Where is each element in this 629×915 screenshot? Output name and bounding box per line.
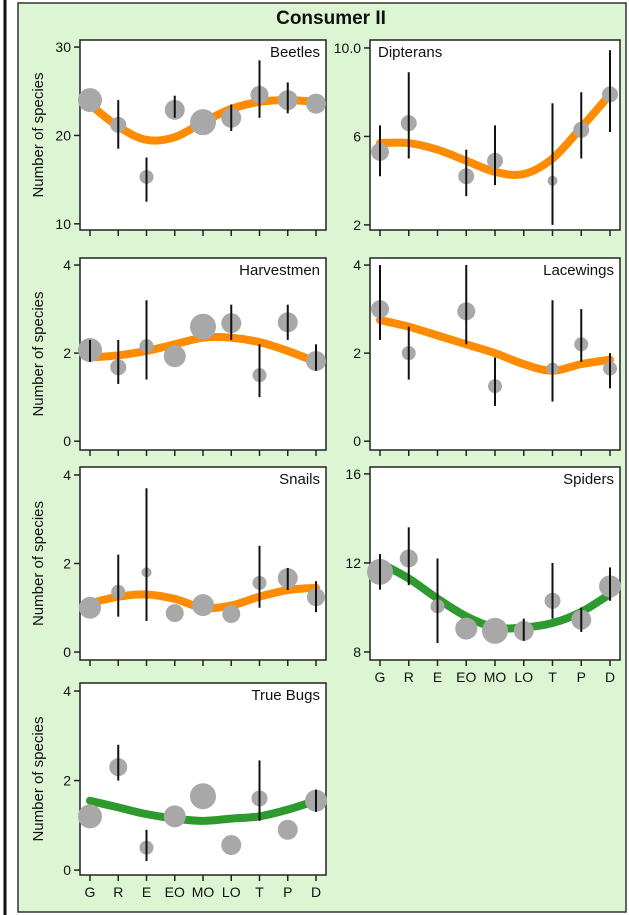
x-tick-label: E [433, 669, 442, 685]
plot-area [79, 682, 327, 876]
x-tick-label: EO [165, 884, 185, 900]
point [190, 313, 216, 340]
point [192, 594, 214, 617]
y-tick-label: 4 [353, 257, 361, 273]
point [78, 804, 102, 829]
y-tick-label: 30 [55, 39, 71, 55]
point [78, 88, 102, 113]
y-axis-label: Number of species [30, 501, 47, 626]
y-tick-label: 2 [63, 556, 71, 572]
x-tick-label: T [255, 884, 264, 900]
point [165, 604, 184, 623]
panel-title: True Bugs [251, 687, 320, 704]
y-tick-label: 0 [353, 433, 361, 449]
y-tick-label: 2 [63, 773, 71, 789]
panel-title: Dipterans [378, 44, 442, 61]
point [163, 345, 186, 368]
point [190, 783, 216, 810]
y-tick-label: 4 [63, 257, 71, 273]
x-tick-label: G [85, 884, 96, 900]
x-tick-label: T [548, 669, 557, 685]
y-axis-label: Number of species [30, 72, 47, 197]
point [306, 93, 326, 114]
y-tick-label: 12 [345, 555, 361, 571]
y-tick-label: 2 [353, 345, 361, 361]
y-tick-label: 10 [55, 216, 71, 232]
x-tick-label: MO [484, 669, 507, 685]
y-axis-label: Number of species [30, 716, 47, 841]
panel-title: Harvestmen [239, 262, 320, 279]
point [163, 805, 186, 828]
y-tick-label: 10.0 [334, 40, 361, 56]
y-tick-label: 6 [353, 128, 361, 144]
x-tick-label: LO [514, 669, 533, 685]
y-tick-label: 16 [345, 466, 361, 482]
point [221, 835, 242, 856]
y-axis-label: Number of species [30, 291, 47, 416]
point [482, 617, 508, 644]
point [455, 617, 478, 640]
x-tick-label: P [577, 669, 586, 685]
panel-title: Snails [279, 471, 320, 488]
fit-curve [376, 316, 614, 375]
y-tick-label: 8 [353, 644, 361, 660]
x-tick-label: MO [192, 884, 215, 900]
panel-title: Spiders [563, 471, 614, 488]
fit-curve [86, 796, 320, 825]
x-tick-label: E [142, 884, 151, 900]
point [222, 604, 241, 623]
y-tick-label: 2 [353, 217, 361, 233]
panel-title: Lacewings [543, 262, 614, 279]
x-tick-label: D [605, 669, 615, 685]
x-tick-label: P [283, 884, 292, 900]
y-tick-label: 4 [63, 683, 71, 699]
x-tick-label: LO [222, 884, 241, 900]
y-tick-label: 0 [63, 433, 71, 449]
panel-title: Beetles [270, 44, 320, 61]
x-tick-label: G [375, 669, 386, 685]
point [277, 819, 298, 840]
plot-area [79, 466, 327, 661]
point [79, 596, 101, 619]
x-tick-label: R [404, 669, 414, 685]
y-tick-label: 0 [63, 862, 71, 878]
y-tick-label: 4 [63, 467, 71, 483]
figure-title: Consumer II [276, 8, 386, 29]
x-tick-label: EO [456, 669, 476, 685]
point [190, 109, 216, 136]
x-tick-label: R [113, 884, 123, 900]
y-tick-label: 0 [63, 644, 71, 660]
y-tick-label: 20 [55, 127, 71, 143]
y-tick-label: 2 [63, 345, 71, 361]
x-tick-label: D [311, 884, 321, 900]
